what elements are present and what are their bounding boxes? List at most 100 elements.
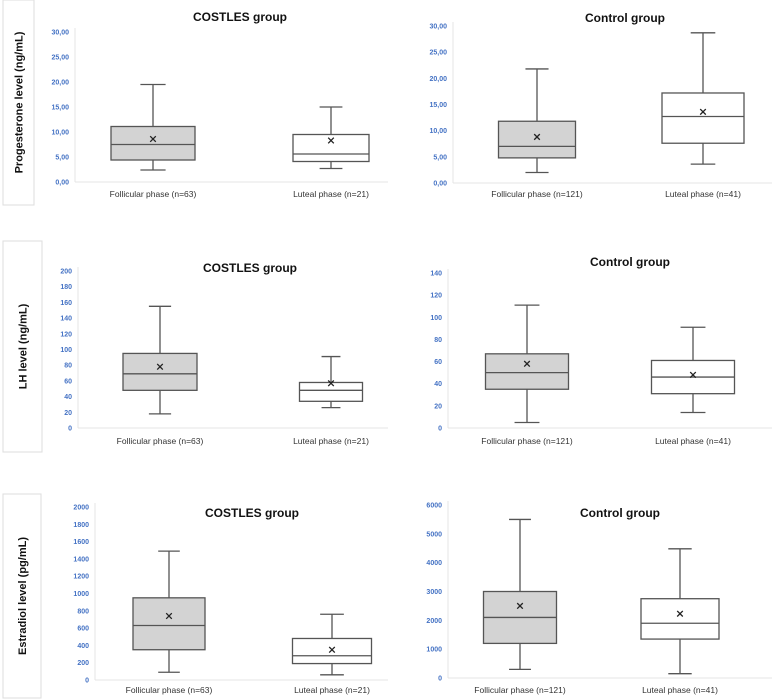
y-tick-label: 2000 <box>73 505 89 512</box>
chart-title: Control group <box>585 11 665 25</box>
x-category-label: Luteal phase (n=21) <box>293 189 369 199</box>
box-follicular <box>497 68 577 174</box>
x-category-label: Follicular phase (n=63) <box>110 189 197 199</box>
mean-marker <box>328 646 336 653</box>
iqr-box <box>640 598 720 640</box>
y-axis-label-box <box>2 240 43 453</box>
iqr-box <box>298 381 364 402</box>
y-tick-label: 1800 <box>73 522 89 529</box>
iqr-box <box>292 133 370 163</box>
box-follicular <box>482 518 558 670</box>
y-tick-label: 0 <box>68 426 72 433</box>
mean-marker <box>516 602 524 610</box>
y-tick-label: 600 <box>77 626 89 633</box>
y-tick-label: 100 <box>60 347 72 354</box>
y-axis-label: Estradiol level (pg/mL) <box>17 537 29 655</box>
y-tick-label: 5000 <box>426 531 442 538</box>
y-tick-label: 40 <box>64 394 72 401</box>
y-tick-label: 60 <box>434 359 442 366</box>
y-tick-label: 180 <box>60 284 72 291</box>
y-tick-label: 15,00 <box>51 105 69 112</box>
y-tick-label: 1400 <box>73 556 89 563</box>
x-category-label: Follicular phase (n=63) <box>126 685 213 695</box>
y-tick-label: 100 <box>430 315 442 322</box>
mean-marker <box>156 363 164 371</box>
iqr-box <box>661 92 745 144</box>
x-category-label: Follicular phase (n=121) <box>481 436 573 446</box>
y-tick-label: 0,00 <box>433 181 447 188</box>
y-tick-label: 200 <box>60 269 72 276</box>
mean-marker <box>523 360 531 368</box>
y-tick-label: 0 <box>438 426 442 433</box>
y-tick-label: 80 <box>434 337 442 344</box>
y-tick-label: 120 <box>60 331 72 338</box>
y-tick-label: 5,00 <box>433 154 447 161</box>
mean-marker <box>689 371 697 379</box>
iqr-box <box>110 125 196 161</box>
x-category-label: Luteal phase (n=41) <box>655 436 731 446</box>
iqr-box <box>122 352 198 391</box>
y-tick-label: 4000 <box>426 560 442 567</box>
y-tick-label: 160 <box>60 300 72 307</box>
y-axis-label: Progesterone level (ng/mL) <box>14 31 26 173</box>
y-tick-label: 80 <box>64 363 72 370</box>
box-follicular <box>484 304 570 424</box>
box-follicular <box>132 550 206 673</box>
y-tick-label: 10,00 <box>429 128 447 135</box>
y-tick-label: 40 <box>434 381 442 388</box>
y-tick-label: 20,00 <box>429 76 447 83</box>
mean-marker <box>149 135 157 143</box>
mean-marker <box>533 133 541 141</box>
y-tick-label: 1600 <box>73 539 89 546</box>
x-category-label: Follicular phase (n=121) <box>474 685 566 695</box>
chart-panel-4: 0 20 40 60 80 100 120 140 Control group Follicula… <box>430 255 772 446</box>
mean-marker <box>165 612 173 620</box>
y-tick-label: 5,00 <box>55 155 69 162</box>
y-axis-label-box <box>2 0 35 206</box>
iqr-box <box>291 637 373 665</box>
y-tick-label: 0 <box>85 678 89 685</box>
y-tick-label: 2000 <box>426 618 442 625</box>
y-axis-label: LH level (ng/mL) <box>18 303 30 389</box>
y-tick-label: 140 <box>60 316 72 323</box>
y-tick-label: 0 <box>438 676 442 683</box>
box-luteal <box>661 32 745 165</box>
y-tick-label: 20 <box>64 410 72 417</box>
y-tick-label: 25,00 <box>51 55 69 62</box>
y-tick-label: 400 <box>77 643 89 650</box>
chart-title: Control group <box>580 506 660 520</box>
y-tick-label: 1000 <box>426 647 442 654</box>
x-category-label: Luteal phase (n=21) <box>294 685 370 695</box>
y-tick-label: 3000 <box>426 589 442 596</box>
chart-panel-3: LH level (ng/mL) 0 20 40 60 80 100 120 140 160 180… <box>2 240 388 453</box>
y-tick-label: 6000 <box>426 503 442 510</box>
mean-marker <box>676 610 684 617</box>
box-follicular <box>122 305 198 415</box>
box-luteal <box>650 326 736 414</box>
chart-title: COSTLES group <box>203 261 297 275</box>
x-category-label: Luteal phase (n=41) <box>665 189 741 199</box>
y-tick-label: 25,00 <box>429 50 447 57</box>
box-follicular <box>110 83 196 171</box>
y-tick-label: 30,00 <box>429 24 447 31</box>
chart-panel-2: 0,00 5,00 10,00 15,00 20,00 25,00 30,00 Control… <box>429 11 772 199</box>
iqr-box <box>497 120 577 159</box>
y-tick-label: 30,00 <box>51 30 69 37</box>
y-tick-label: 1200 <box>73 574 89 581</box>
y-tick-label: 800 <box>77 608 89 615</box>
box-luteal <box>298 355 364 409</box>
iqr-box <box>132 597 206 651</box>
chart-title: COSTLES group <box>205 506 299 520</box>
box-luteal <box>640 548 720 675</box>
chart-panel-5: Estradiol level (pg/mL) 0 200 400 600 800 1000… <box>2 493 388 699</box>
y-tick-label: 10,00 <box>51 130 69 137</box>
y-tick-label: 0,00 <box>55 180 69 187</box>
y-tick-label: 120 <box>430 293 442 300</box>
chart-panel-6: 0 1000 2000 3000 4000 5000 6000 Control group Fo… <box>426 501 772 695</box>
y-tick-label: 1000 <box>73 591 89 598</box>
x-category-label: Follicular phase (n=121) <box>491 189 583 199</box>
mean-marker <box>327 379 335 387</box>
chart-title: Control group <box>590 255 670 269</box>
box-luteal <box>291 613 373 676</box>
